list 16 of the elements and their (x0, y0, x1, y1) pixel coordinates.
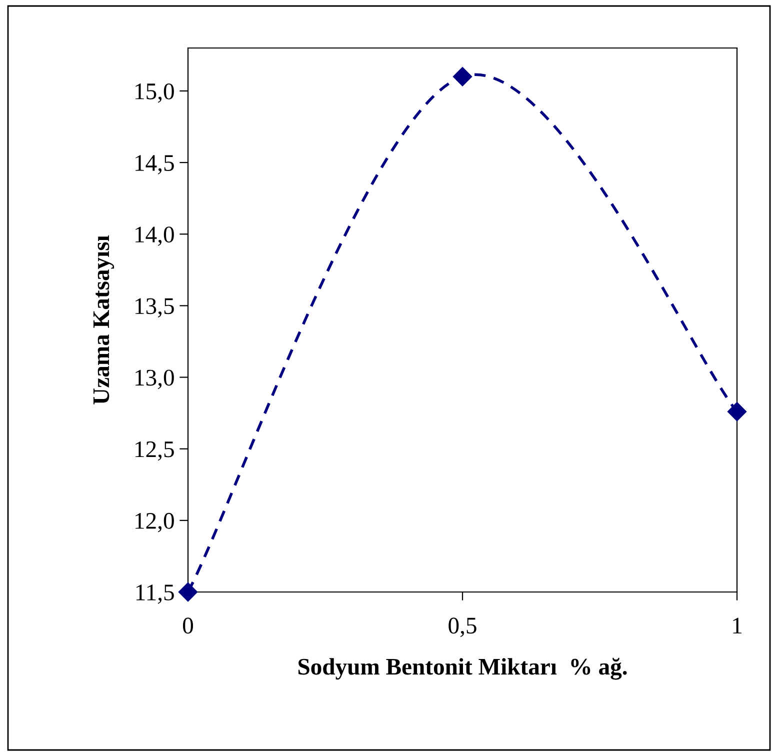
point (452, 67, 472, 86)
x-tick-label: 0 (182, 618, 194, 634)
point (178, 582, 198, 602)
x-axis-title: Sodyum Bentonit Miktarı % ağ. (298, 658, 627, 680)
point (727, 402, 747, 422)
y-tick-label: 13,5 (136, 298, 174, 318)
y-tick-label: 14,5 (136, 155, 174, 174)
y-tick-label: 12,5 (136, 441, 174, 461)
y-tick-label: 15,0 (136, 83, 174, 103)
y-tick-label: 11,5 (136, 584, 174, 604)
y-axis-title: Uzama Katsayısı (93, 235, 114, 404)
y-tick-label: 12,0 (136, 512, 174, 532)
x-tick-label: 0,5 (448, 618, 476, 638)
y-tick-label: 13,0 (136, 370, 174, 390)
y-tick-label: 14,0 (136, 226, 174, 246)
x-tick-label: 1 (733, 618, 742, 634)
